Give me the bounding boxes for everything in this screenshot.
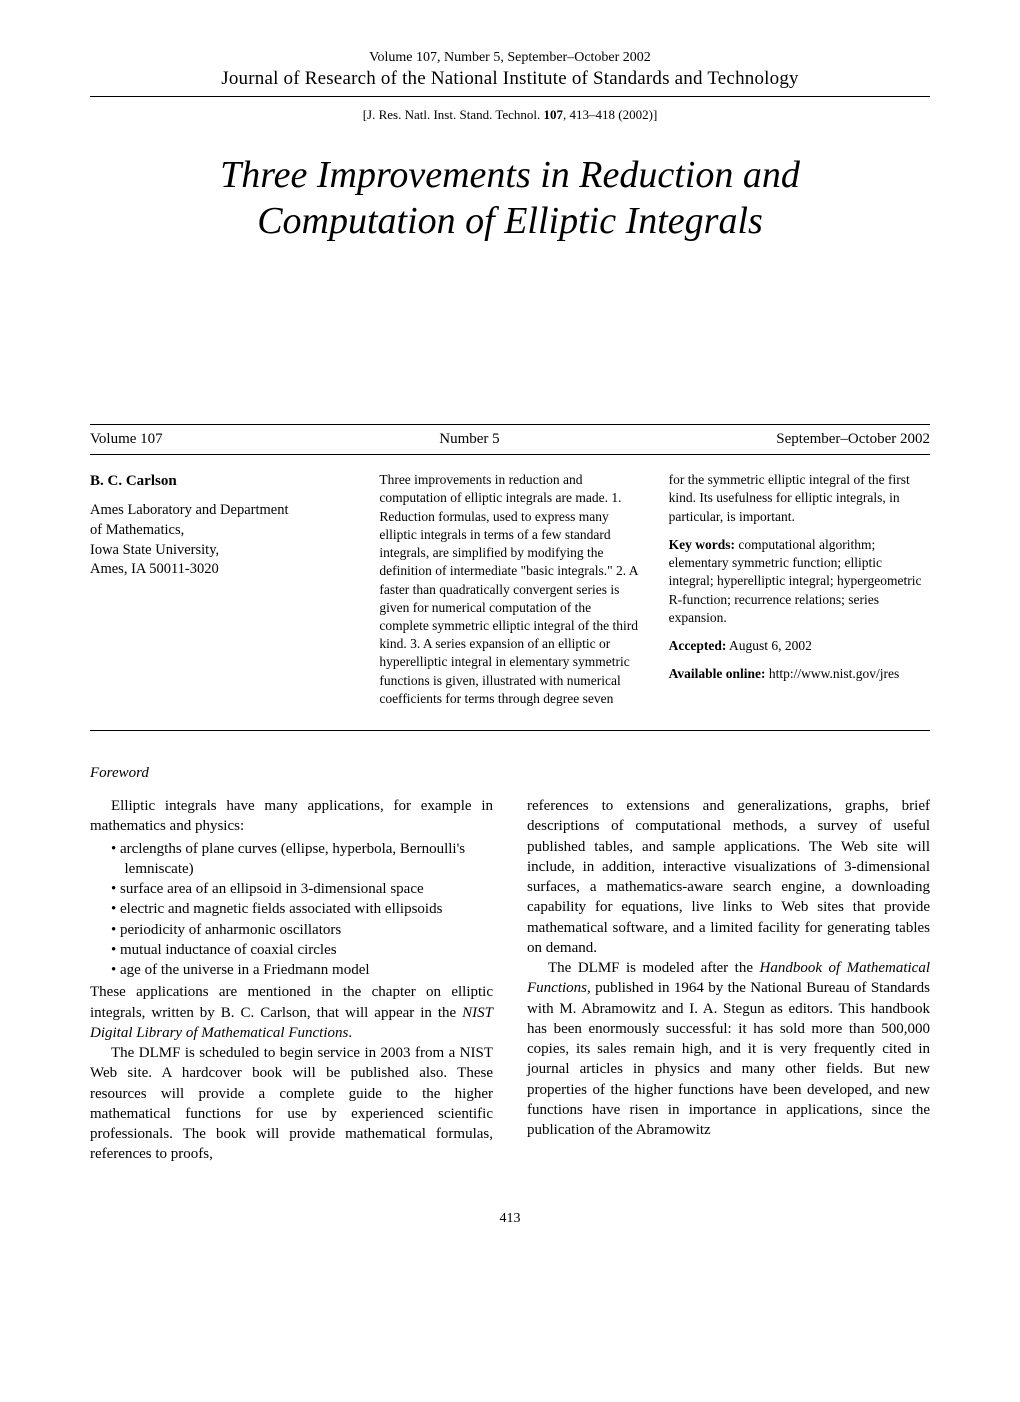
list-item: electric and magnetic fields associated …	[111, 899, 493, 919]
body-columns: Elliptic integrals have many application…	[90, 796, 930, 1165]
running-header: Volume 107, Number 5, September–October …	[90, 50, 930, 97]
issue-meta-row: Volume 107 Number 5 September–October 20…	[90, 424, 930, 455]
foreword-heading: Foreword	[90, 765, 930, 782]
available-online-paragraph: Available online: http://www.nist.gov/jr…	[669, 665, 930, 683]
body-right-column: references to extensions and generalizat…	[527, 796, 930, 1165]
affil-line-3: Iowa State University,	[90, 542, 219, 558]
body-left-p3: The DLMF is scheduled to begin service i…	[90, 1043, 493, 1165]
citation-volume: 107	[544, 107, 564, 122]
affil-line-4: Ames, IA 50011-3020	[90, 561, 219, 577]
volume-issue-line: Volume 107, Number 5, September–October …	[90, 50, 930, 66]
affil-line-2: of Mathematics,	[90, 522, 184, 538]
list-item: mutual inductance of coaxial circles	[111, 940, 493, 960]
citation-line: [J. Res. Natl. Inst. Stand. Technol. 107…	[90, 107, 930, 123]
accepted-paragraph: Accepted: August 6, 2002	[669, 637, 930, 655]
meta-volume: Volume 107	[90, 431, 163, 448]
paper-title: Three Improvements in Reduction and Comp…	[90, 153, 930, 244]
list-item: arclengths of plane curves (ellipse, hyp…	[111, 839, 493, 880]
body-right-p2a: The DLMF is modeled after the	[548, 960, 760, 976]
body-right-p2c: , published in 1964 by the National Bure…	[527, 980, 930, 1138]
title-line-1: Three Improvements in Reduction and	[220, 154, 800, 196]
abstract-text: Three improvements in reduction and comp…	[379, 472, 638, 706]
list-item: periodicity of anharmonic oscillators	[111, 920, 493, 940]
meta-number: Number 5	[439, 431, 499, 448]
abstract-continuation: for the symmetric elliptic integral of t…	[669, 471, 930, 526]
meta-date: September–October 2002	[776, 431, 930, 448]
keywords-label: Key words:	[669, 537, 735, 552]
abstract-middle-column: Three improvements in reduction and comp…	[379, 471, 640, 708]
abstract-right-column: for the symmetric elliptic integral of t…	[669, 471, 930, 708]
affil-line-1: Ames Laboratory and Department	[90, 502, 289, 518]
author-name: B. C. Carlson	[90, 471, 351, 491]
available-online-url: http://www.nist.gov/jres	[766, 666, 900, 681]
author-affiliation: Ames Laboratory and Department of Mathem…	[90, 501, 351, 579]
list-item: age of the universe in a Friedmann model	[111, 960, 493, 980]
abstract-block: B. C. Carlson Ames Laboratory and Depart…	[90, 455, 930, 731]
page-container: Volume 107, Number 5, September–October …	[0, 0, 1020, 1402]
body-left-p2: These applications are mentioned in the …	[90, 982, 493, 1043]
body-left-p2a: These applications are mentioned in the …	[90, 984, 493, 1020]
applications-list: arclengths of plane curves (ellipse, hyp…	[90, 839, 493, 981]
list-item: surface area of an ellipsoid in 3-dimens…	[111, 879, 493, 899]
title-line-2: Computation of Elliptic Integrals	[257, 200, 763, 242]
body-left-p1: Elliptic integrals have many application…	[90, 796, 493, 837]
available-online-label: Available online:	[669, 666, 766, 681]
body-right-p1: references to extensions and generalizat…	[527, 796, 930, 958]
accepted-label: Accepted:	[669, 638, 727, 653]
author-column: B. C. Carlson Ames Laboratory and Depart…	[90, 471, 351, 708]
accepted-date: August 6, 2002	[726, 638, 812, 653]
body-left-column: Elliptic integrals have many application…	[90, 796, 493, 1165]
page-number: 413	[90, 1211, 930, 1227]
keywords-paragraph: Key words: computational algorithm; elem…	[669, 536, 930, 627]
body-right-p2: The DLMF is modeled after the Handbook o…	[527, 958, 930, 1140]
journal-name: Journal of Research of the National Inst…	[90, 68, 930, 90]
body-left-p2c: .	[348, 1025, 352, 1041]
